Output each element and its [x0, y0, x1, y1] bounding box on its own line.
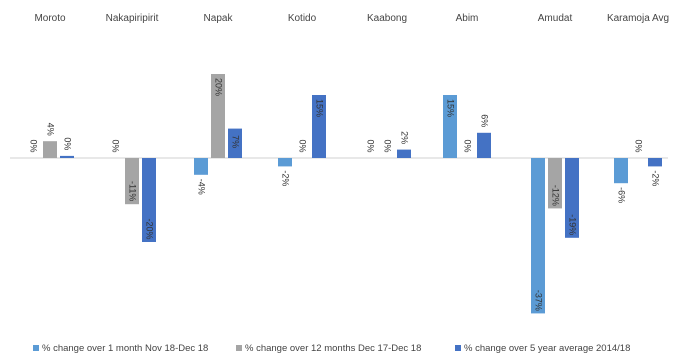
bar — [614, 158, 628, 184]
bar — [43, 141, 57, 158]
bars — [43, 74, 662, 314]
bar — [531, 158, 545, 314]
bar — [312, 95, 326, 158]
bar — [142, 158, 156, 242]
category-labels: Moroto Nakapiripirit Napak Kotido Kaabong Abi… — [34, 13, 669, 24]
data-label: 15% — [446, 99, 456, 117]
category-label: Napak — [204, 13, 234, 24]
bar — [228, 128, 242, 158]
data-label: 20% — [214, 78, 224, 96]
category-label: Kotido — [288, 13, 317, 24]
category-label: Moroto — [34, 13, 66, 24]
data-label: -6% — [617, 187, 627, 203]
data-label: 7% — [231, 135, 241, 148]
bar — [443, 95, 457, 158]
data-label: -19% — [568, 214, 578, 235]
category-label: Abim — [456, 13, 479, 24]
data-label: 0% — [383, 139, 393, 152]
legend-entry: % change over 5 year average 2014/18 — [464, 343, 630, 354]
bar — [60, 155, 74, 158]
data-label: 0% — [463, 139, 473, 152]
data-label: 4% — [46, 123, 56, 136]
data-label: -2% — [281, 170, 291, 186]
legend-entry: % change over 1 month Nov 18-Dec 18 — [42, 343, 208, 354]
data-label: 0% — [366, 139, 376, 152]
data-label: 0% — [634, 139, 644, 152]
data-label: -37% — [534, 290, 544, 311]
data-label: 0% — [63, 137, 73, 150]
data-label: 2% — [400, 131, 410, 144]
bar — [397, 149, 411, 158]
legend-swatch — [236, 345, 242, 351]
data-label: 6% — [480, 114, 490, 127]
data-label: -12% — [551, 185, 561, 206]
bar — [565, 158, 579, 238]
bar — [194, 158, 208, 175]
data-label: -4% — [197, 179, 207, 195]
data-labels: 0% 0% -4% -2% 0% 15% -37% -6% 4% -11% 20% 0% 0% 0% -12… — [29, 78, 661, 311]
legend-swatch — [33, 345, 39, 351]
data-label: -2% — [651, 170, 661, 186]
category-label: Kaabong — [367, 13, 407, 24]
data-label: -20% — [145, 218, 155, 239]
bar — [648, 158, 662, 167]
bar — [548, 158, 562, 209]
data-label: 0% — [29, 139, 39, 152]
bar — [125, 158, 139, 205]
category-label: Amudat — [538, 13, 573, 24]
legend: % change over 1 month Nov 18-Dec 18 % cha… — [33, 343, 630, 354]
data-label: -11% — [128, 181, 138, 201]
bar — [278, 158, 292, 167]
bar — [477, 132, 491, 158]
category-label: Nakapiripirit — [106, 13, 159, 24]
bar — [211, 74, 225, 158]
legend-swatch — [455, 345, 461, 351]
legend-entry: % change over 12 months Dec 17-Dec 18 — [245, 343, 421, 354]
data-label: 15% — [315, 99, 325, 117]
data-label: 0% — [111, 139, 121, 152]
data-label: 0% — [298, 139, 308, 152]
category-label: Karamoja Avg — [607, 13, 669, 24]
